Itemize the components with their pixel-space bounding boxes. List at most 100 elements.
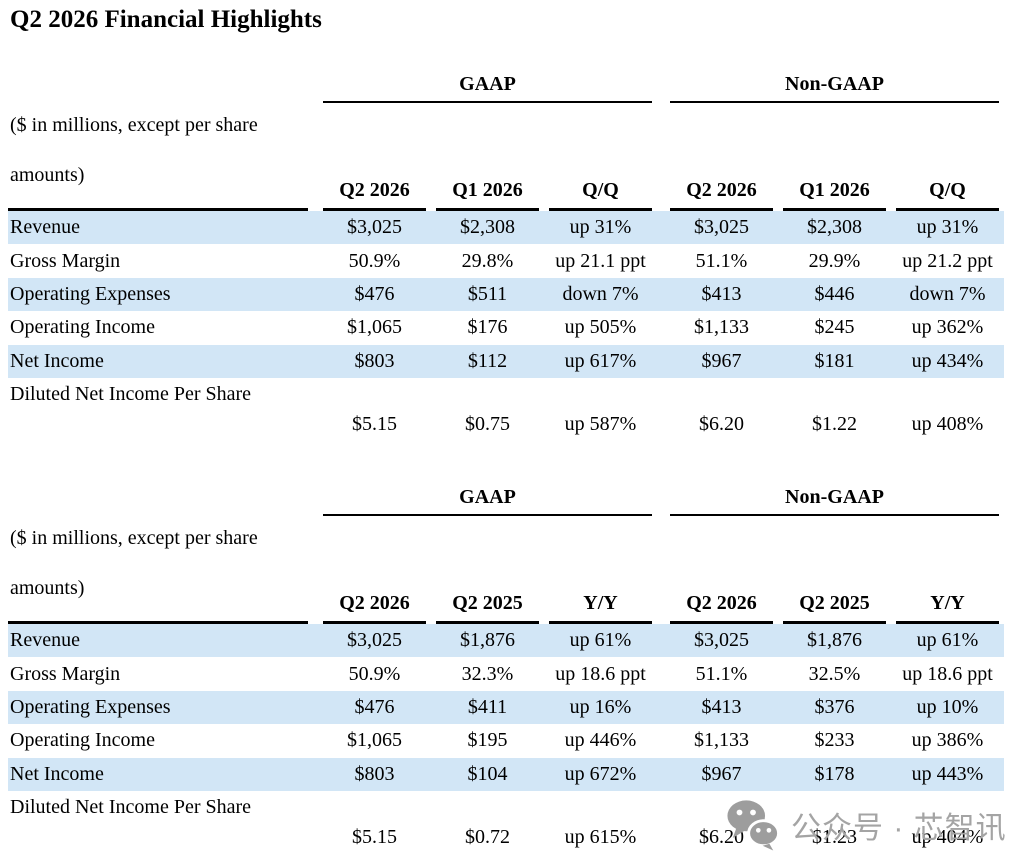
units-note: ($ in millions, except per share amounts): [8, 472, 308, 624]
cell-value: $476: [354, 282, 395, 305]
cell-value: $1.23: [812, 826, 857, 849]
row-label: Operating Expenses: [10, 282, 171, 305]
cell-value: $5.15: [352, 826, 397, 849]
cell-value: $411: [467, 695, 508, 718]
cell-value: $181: [814, 349, 855, 372]
table-row: Gross Margin 50.9% 32.3% up 18.6 ppt 51.1% 32…: [8, 657, 1004, 690]
units-note: ($ in millions, except per share amounts): [8, 59, 308, 211]
cell-value: up 362%: [911, 316, 984, 339]
cell-value: up 31%: [569, 216, 632, 239]
row-label: Operating Expenses: [10, 695, 171, 718]
cell-value: up 443%: [911, 762, 984, 785]
cell-value: $413: [701, 282, 742, 305]
wechat-icon: [726, 799, 780, 851]
cell-value: 32.3%: [461, 662, 514, 685]
cell-value: up 408%: [911, 413, 984, 436]
cell-value: up 505%: [564, 316, 637, 339]
column-header: Q2 2025: [783, 592, 886, 624]
cell-value: $245: [814, 316, 855, 339]
row-label: Diluted Net Income Per Share: [10, 382, 252, 405]
row-label: Net Income: [10, 349, 104, 372]
cell-value: $476: [354, 695, 395, 718]
column-header: Y/Y: [896, 592, 999, 624]
table-row: $5.15 $0.75 up 587% $6.20 $1.22 up 408%: [8, 408, 1004, 441]
table-row: Revenue $3,025 $1,876 up 61% $3,025 $1,876 up …: [8, 624, 1004, 658]
cell-value: $803: [354, 349, 395, 372]
cell-value: $6.20: [699, 413, 744, 436]
units-note-line1: ($ in millions, except per share: [10, 527, 258, 549]
financial-table-qoq: ($ in millions, except per share amounts)…: [8, 59, 1004, 441]
table-row: Operating Income $1,065 $176 up 505% $1,133 $…: [8, 311, 1004, 344]
table-header-block: ($ in millions, except per share amounts)…: [8, 472, 1004, 624]
cell-value: $2,308: [460, 216, 515, 239]
cell-value: up 672%: [564, 762, 637, 785]
column-header: Q1 2026: [436, 179, 539, 211]
table-row: Net Income $803 $104 up 672% $967 $178 up 443%: [8, 757, 1004, 791]
row-label: Revenue: [10, 629, 80, 652]
row-label: Operating Income: [10, 316, 155, 339]
cell-value: $3,025: [694, 216, 749, 239]
cell-value: up 446%: [564, 729, 637, 752]
cell-value: $6.20: [699, 826, 744, 849]
table-row: Revenue $3,025 $2,308 up 31% $3,025 $2,308 up …: [8, 211, 1004, 245]
table-header-block: ($ in millions, except per share amounts)…: [8, 59, 1004, 211]
units-note-line1: ($ in millions, except per share: [10, 114, 258, 136]
cell-value: 50.9%: [348, 662, 401, 685]
column-header: Q1 2026: [783, 179, 886, 211]
table-row: Operating Expenses $476 $511 down 7% $413 $44…: [8, 277, 1004, 312]
group-header-non-gaap: Non-GAAP: [670, 73, 999, 103]
table-row: Operating Expenses $476 $411 up 16% $413 $376…: [8, 690, 1004, 725]
cell-value: up 61%: [916, 629, 979, 652]
cell-value: up 434%: [911, 349, 984, 372]
cell-value: $3,025: [347, 629, 402, 652]
cell-value: up 587%: [564, 413, 637, 436]
cell-value: 51.1%: [695, 249, 748, 272]
cell-value: up 18.6 ppt: [902, 662, 993, 685]
column-header: Y/Y: [549, 592, 652, 624]
row-label: Net Income: [10, 762, 104, 785]
cell-value: $104: [467, 762, 508, 785]
column-header: Q2 2026: [323, 179, 426, 211]
page-title: Q2 2026 Financial Highlights: [10, 6, 322, 33]
cell-value: up 31%: [916, 216, 979, 239]
column-header: Q2 2026: [670, 592, 773, 624]
cell-value: $803: [354, 762, 395, 785]
cell-value: 29.9%: [808, 249, 861, 272]
cell-value: $1,065: [347, 729, 402, 752]
row-label: Gross Margin: [10, 662, 121, 685]
cell-value: up 615%: [564, 826, 637, 849]
financial-table-yoy: ($ in millions, except per share amounts)…: [8, 472, 1004, 854]
watermark-text: 公众号 · 芯智讯: [791, 812, 1007, 845]
cell-value: $511: [467, 282, 508, 305]
cell-value: $195: [467, 729, 508, 752]
cell-value: $376: [814, 695, 855, 718]
cell-value: $178: [814, 762, 855, 785]
row-label: Gross Margin: [10, 249, 121, 272]
group-header-gaap: GAAP: [323, 73, 652, 103]
cell-value: $0.75: [465, 413, 510, 436]
column-header: Q/Q: [896, 179, 999, 211]
column-header: Q2 2025: [436, 592, 539, 624]
row-label: Operating Income: [10, 729, 155, 752]
cell-value: down 7%: [562, 282, 639, 305]
cell-value: $413: [701, 695, 742, 718]
column-header: Q/Q: [549, 179, 652, 211]
group-header-gaap: GAAP: [323, 486, 652, 516]
cell-value: $967: [701, 762, 742, 785]
cell-value: $176: [467, 316, 508, 339]
cell-value: $1,133: [694, 729, 749, 752]
cell-value: $446: [814, 282, 855, 305]
column-header: Q2 2026: [670, 179, 773, 211]
cell-value: up 61%: [569, 629, 632, 652]
group-header-non-gaap: Non-GAAP: [670, 486, 999, 516]
cell-value: $3,025: [694, 629, 749, 652]
cell-value: up 617%: [564, 349, 637, 372]
units-note-line2: amounts): [10, 577, 85, 599]
cell-value: $0.72: [465, 826, 510, 849]
cell-value: $112: [467, 349, 508, 372]
row-label: Diluted Net Income Per Share: [10, 795, 252, 818]
cell-value: 51.1%: [695, 662, 748, 685]
cell-value: 50.9%: [348, 249, 401, 272]
cell-value: $1,876: [460, 629, 515, 652]
